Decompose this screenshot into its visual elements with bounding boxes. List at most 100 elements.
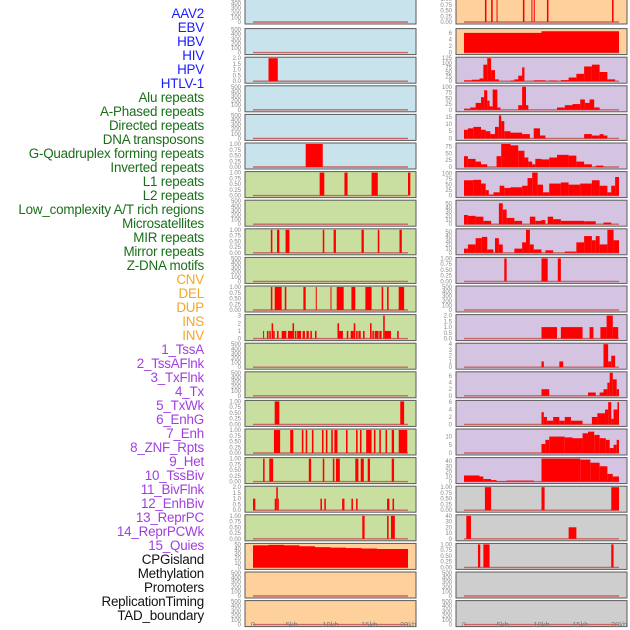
y-tick-label: 0 <box>238 565 242 571</box>
bar <box>464 32 542 53</box>
bar <box>346 430 348 453</box>
y-tick-label: 30 <box>445 238 452 244</box>
bar <box>600 327 607 339</box>
track-label: 7_Enh <box>166 426 204 441</box>
y-tick-label: 10 <box>445 247 452 253</box>
bar <box>355 458 359 482</box>
bar <box>532 164 536 167</box>
y-tick-label: 1.0 <box>444 325 453 331</box>
bar <box>339 330 343 339</box>
y-tick-label: 0.50 <box>229 525 241 531</box>
y-tick-label: 1.00 <box>229 457 241 463</box>
y-tick-label: 0 <box>238 337 242 343</box>
bar <box>594 434 600 453</box>
bar <box>541 389 550 396</box>
y-tick-label: 500 <box>231 342 242 348</box>
bar <box>606 315 613 339</box>
y-tick-label: 0 <box>449 51 453 57</box>
bar <box>594 107 600 110</box>
bar <box>584 134 592 139</box>
bar <box>612 476 619 482</box>
bar <box>568 155 577 167</box>
track-label: Promoters <box>144 580 204 595</box>
bar <box>273 430 281 453</box>
bar <box>611 487 619 511</box>
bar <box>481 97 485 110</box>
bar <box>541 159 550 167</box>
bar <box>501 121 505 139</box>
y-tick-label: 300 <box>231 6 242 12</box>
bar <box>506 480 534 482</box>
bar <box>616 439 619 453</box>
y-tick-label: 0 <box>449 165 453 171</box>
bar <box>297 330 302 339</box>
track-label: HBV <box>177 34 204 49</box>
bar <box>572 438 583 453</box>
bar <box>546 420 554 425</box>
track-labels: AAV2 EBV HBV HIV HPV HTLV-1 Alu repeats A-Phase… <box>0 7 204 623</box>
bar <box>514 220 523 225</box>
y-tick-label: 200 <box>231 41 242 47</box>
bar <box>322 458 325 482</box>
panel-right-20 <box>455 571 628 599</box>
y-tick-label: 10 <box>445 218 452 224</box>
bar <box>608 402 612 425</box>
bar <box>541 487 545 511</box>
y-tick-label: 1.00 <box>440 542 452 548</box>
y-tick-label: 0.00 <box>440 508 452 514</box>
bar <box>541 327 557 339</box>
bar <box>591 64 600 82</box>
panel-left-3 <box>244 85 417 113</box>
bar <box>522 86 526 110</box>
y-tick-label: 25 <box>445 158 452 164</box>
track-label: MIR repeats <box>133 230 204 245</box>
y-tick-label: 0 <box>238 51 242 57</box>
bar <box>263 458 265 482</box>
bar <box>374 330 379 339</box>
track-label: 1_TssA <box>161 342 204 357</box>
bar <box>497 107 501 110</box>
bar <box>529 216 536 225</box>
bar <box>541 458 581 482</box>
bar <box>481 129 486 139</box>
bar <box>325 430 328 453</box>
track-label: Methylation <box>137 566 204 581</box>
bar <box>510 187 523 196</box>
bar <box>324 498 326 511</box>
y-tick-label: 300 <box>442 294 453 300</box>
panel-left-0 <box>244 0 417 25</box>
x-tick-label: 5kb <box>497 620 509 629</box>
y-tick-label: 0.75 <box>229 234 241 240</box>
bar <box>481 183 486 196</box>
bar <box>518 105 523 110</box>
bar <box>501 144 511 167</box>
bar <box>487 249 494 253</box>
y-tick-label: 0 <box>449 451 453 457</box>
bar <box>599 466 608 482</box>
bar <box>489 106 493 110</box>
bar <box>330 287 332 310</box>
y-tick-label: 2 <box>449 415 453 421</box>
x-tick-label: 15kb <box>361 620 377 629</box>
track-label: EBV <box>177 20 204 35</box>
y-tick-label: 20 <box>445 214 452 220</box>
track-label: 2_TssAFlnk <box>136 356 204 371</box>
y-tick-label: 300 <box>231 266 242 272</box>
track-label: 9_Het <box>169 454 204 469</box>
y-tick-label: 300 <box>231 351 242 357</box>
y-tick-label: 3 <box>238 314 242 320</box>
y-tick-label: 0.50 <box>229 154 241 160</box>
bar <box>537 184 544 196</box>
bar <box>475 216 484 225</box>
bar <box>464 215 468 225</box>
y-tick-label: 300 <box>231 123 242 129</box>
bar <box>464 108 471 110</box>
y-tick-label: 0.75 <box>229 405 241 411</box>
bar <box>607 192 612 196</box>
panel-left-9 <box>244 256 417 284</box>
y-tick-label: 1.00 <box>229 285 241 291</box>
panel-right-10 <box>455 285 628 313</box>
bar <box>390 515 395 539</box>
y-tick-label: 400 <box>442 290 453 296</box>
bar <box>613 444 617 453</box>
